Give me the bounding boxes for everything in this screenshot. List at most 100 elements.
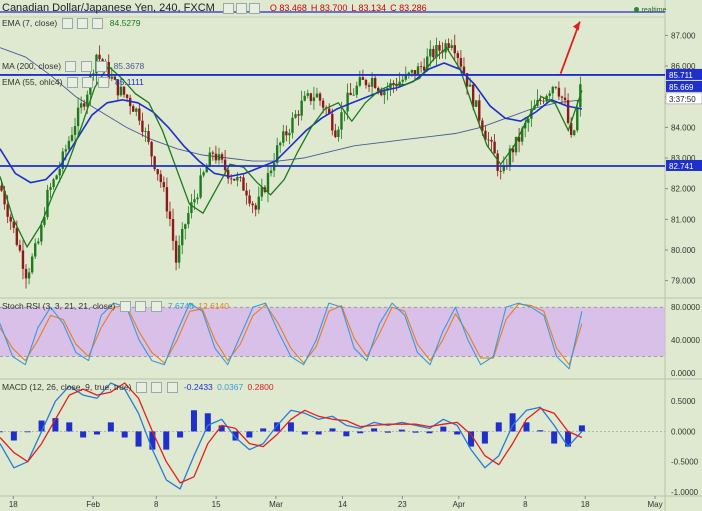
- candle-body: [416, 66, 420, 76]
- candle: [557, 81, 561, 101]
- candle: [435, 37, 438, 67]
- ma200-legend[interactable]: MA (200, close) 85.3678: [2, 61, 145, 73]
- candle: [116, 79, 120, 102]
- candle: [315, 87, 319, 98]
- candle: [484, 125, 487, 140]
- stoch-eye-icon[interactable]: [119, 301, 131, 313]
- candle: [79, 96, 83, 114]
- candle-body: [514, 136, 518, 153]
- ema7-legend[interactable]: EMA (7, close) 84.5279: [2, 18, 141, 30]
- ma200-close-icon[interactable]: [96, 61, 108, 73]
- candle: [67, 136, 71, 153]
- candle-body: [560, 96, 564, 98]
- candle: [453, 34, 456, 60]
- macd-histogram-bar: [218, 425, 225, 432]
- candle-body: [159, 174, 162, 183]
- candle: [303, 91, 306, 102]
- settings-icon[interactable]: [235, 2, 247, 14]
- candle: [70, 126, 74, 143]
- candle-body: [248, 195, 251, 204]
- candle-body: [79, 103, 83, 108]
- candle-body: [367, 85, 371, 87]
- ema7-eye-icon[interactable]: [61, 18, 73, 30]
- stoch-legend[interactable]: Stoch RSI (3, 3, 21, 21, close) 7.6748 1…: [2, 301, 229, 313]
- x-tick-label: 18: [9, 500, 18, 509]
- candle-body: [21, 250, 25, 269]
- eye-icon[interactable]: [222, 2, 234, 14]
- candle-body: [511, 148, 515, 153]
- macd-settings-icon[interactable]: [151, 382, 163, 394]
- candle-body: [132, 106, 135, 112]
- realtime-indicator: realtime: [634, 4, 666, 14]
- candle-body: [499, 170, 502, 172]
- candle-body: [196, 197, 199, 200]
- candle: [153, 155, 156, 172]
- macd-histogram-bar: [274, 422, 281, 432]
- macd-close-icon[interactable]: [166, 382, 178, 394]
- candle-body: [220, 154, 224, 160]
- candle-body: [563, 97, 567, 101]
- x-tick-label: 14: [338, 500, 347, 509]
- ema55-legend[interactable]: EMA (55, ohlc4) 85.1111: [2, 77, 144, 89]
- candle: [187, 206, 190, 229]
- candle: [318, 91, 322, 106]
- candle-body: [165, 187, 169, 212]
- ma200-value: 85.3678: [113, 61, 145, 71]
- candle: [324, 105, 328, 115]
- macd-histogram-bar: [80, 431, 87, 438]
- ema55-settings-icon[interactable]: [82, 77, 94, 89]
- candle-body: [43, 217, 46, 225]
- candle: [309, 92, 313, 105]
- ma200-settings-icon[interactable]: [80, 61, 92, 73]
- candle: [141, 112, 144, 137]
- candle-body: [125, 94, 129, 98]
- candle: [306, 89, 309, 99]
- chart-header: Canadian Dollar/Japanese Yen, 240, FXCM …: [0, 0, 427, 16]
- candle: [220, 152, 224, 164]
- candle: [49, 182, 52, 199]
- macd-histogram-bar: [0, 431, 3, 433]
- candle: [122, 86, 126, 98]
- macd-histogram-bar: [481, 431, 488, 444]
- candle: [107, 54, 110, 87]
- macd-label: MACD (12, 26, close, 9, true, true): [2, 382, 132, 392]
- candle-body: [260, 187, 264, 197]
- candle-body: [230, 178, 233, 180]
- candle: [55, 174, 58, 180]
- candle-body: [395, 84, 398, 87]
- candle-body: [37, 241, 40, 244]
- candle-body: [527, 118, 530, 123]
- macd-legend[interactable]: MACD (12, 26, close, 9, true, true) -0.2…: [2, 382, 274, 394]
- candle-body: [73, 126, 77, 135]
- close-icon[interactable]: [248, 2, 260, 14]
- candle-body: [438, 45, 441, 51]
- candle: [248, 189, 251, 207]
- candle-body: [392, 82, 395, 85]
- macd-histogram-bar: [495, 422, 502, 432]
- ema55-label: EMA (55, ohlc4): [2, 77, 63, 87]
- candle: [370, 72, 374, 97]
- candle-body: [193, 199, 196, 203]
- ema7-close-icon[interactable]: [92, 18, 104, 30]
- ema55-eye-icon[interactable]: [66, 77, 78, 89]
- ema55-close-icon[interactable]: [97, 77, 109, 89]
- macd-eye-icon[interactable]: [135, 382, 147, 394]
- candle-body: [269, 170, 273, 174]
- candle: [199, 168, 202, 200]
- macd-histogram-bar: [149, 431, 156, 450]
- stoch-settings-icon[interactable]: [135, 301, 147, 313]
- candle-body: [150, 141, 153, 157]
- candle: [462, 57, 466, 75]
- ema7-settings-icon[interactable]: [77, 18, 89, 30]
- ma200-eye-icon[interactable]: [65, 61, 77, 73]
- macd-histogram-bar: [426, 431, 433, 434]
- candle: [34, 238, 37, 260]
- candle-body: [557, 87, 561, 97]
- candle: [392, 80, 395, 93]
- candle: [373, 74, 377, 89]
- candle: [563, 87, 567, 105]
- candle-body: [484, 130, 487, 140]
- stoch-close-icon[interactable]: [150, 301, 162, 313]
